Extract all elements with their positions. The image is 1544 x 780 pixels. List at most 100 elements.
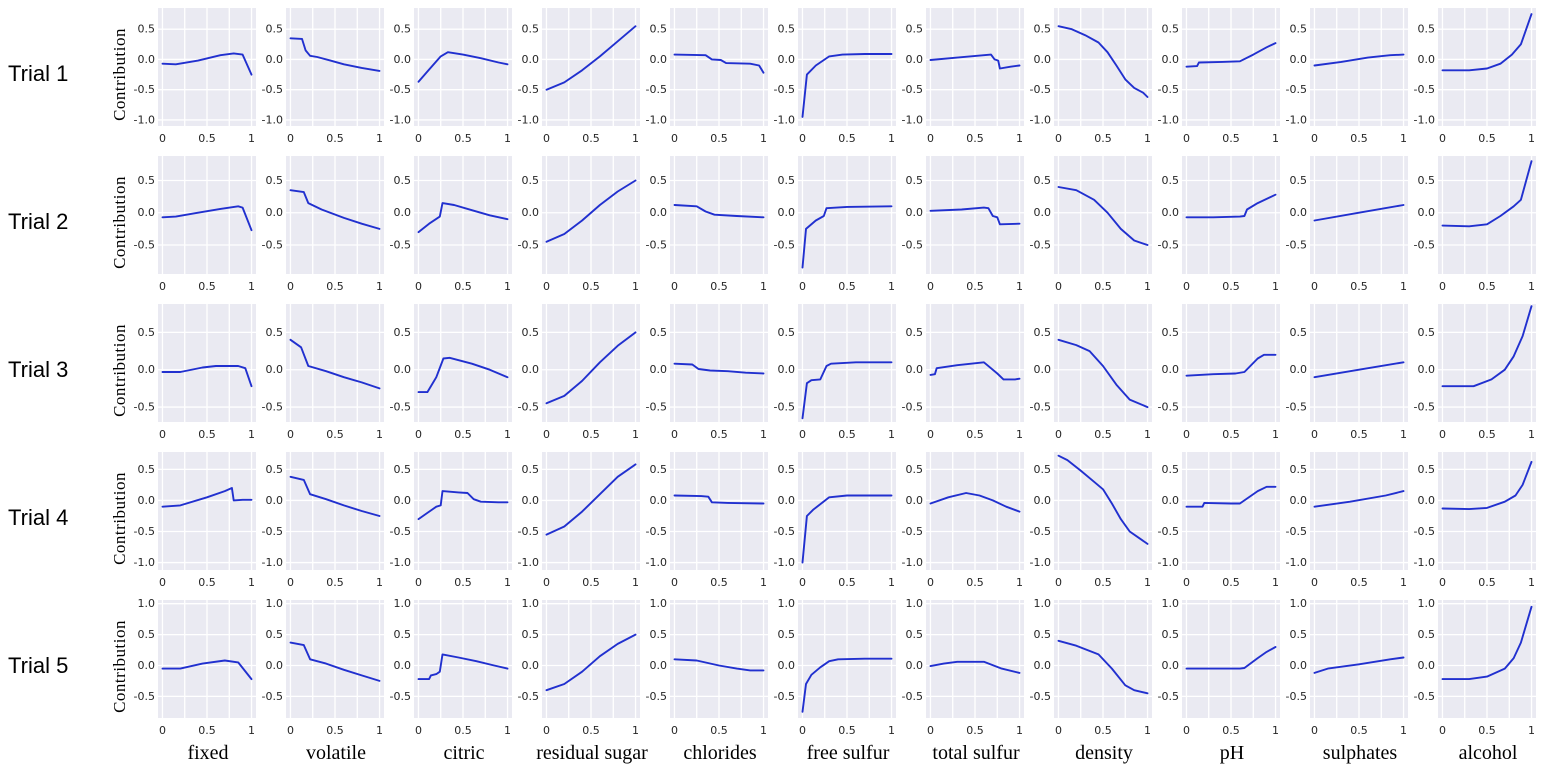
y-tick-label: 0.5 [1034, 174, 1052, 187]
column-label-cell: pH [1156, 740, 1284, 780]
subplot-trial-2-free-sulfur: 0.5 0.0 -0.5 0 0.5 1 [774, 156, 896, 293]
y-tick-label: 1.0 [1418, 597, 1436, 610]
y-tick-label: 0.5 [650, 628, 668, 641]
y-tick-label: -0.5 [902, 238, 923, 251]
x-tick-label: 1 [1016, 132, 1023, 145]
y-tick-label: 0.5 [266, 174, 284, 187]
x-tick-label: 0 [1311, 576, 1318, 589]
y-tick-label: 0.5 [778, 326, 796, 339]
panel-cell: 0.5 0.0 -0.5 0 0.5 1 [260, 148, 388, 296]
x-tick-label: 1 [760, 724, 767, 737]
panel-cell: 0.5 0.0 -0.5 0 0.5 1 [644, 296, 772, 444]
x-tick-label: 0.5 [1094, 576, 1112, 589]
x-tick-label: 0 [1439, 576, 1446, 589]
subplot-trial-3-total-sulfur: 0.5 0.0 -0.5 0 0.5 1 [902, 304, 1024, 441]
y-tick-label: 0.0 [1418, 363, 1436, 376]
subplot-trial-1-volatile: 0.5 0.0 -0.5 -1.0 0 0.5 1 [262, 8, 384, 145]
panel-cell: 0.5 0.0 -0.5 -1.0 0 0.5 1 [1284, 444, 1412, 592]
subplot-trial-1-chlorides: 0.5 0.0 -0.5 -1.0 0 0.5 1 [646, 8, 768, 145]
panel-cell: 0.5 0.0 -0.5 -1.0 0 0.5 1 [132, 444, 260, 592]
y-tick-label: -1.0 [902, 556, 923, 569]
subplot-trial-3-chlorides: 0.5 0.0 -0.5 0 0.5 1 [646, 304, 768, 441]
subplot-trial-4-alcohol: 0.5 0.0 -0.5 -1.0 0 0.5 1 [1414, 452, 1536, 589]
subplot-trial-3-residual-sugar: 0.5 0.0 -0.5 0 0.5 1 [518, 304, 640, 441]
subplot-trial-3-free-sulfur: 0.5 0.0 -0.5 0 0.5 1 [774, 304, 896, 441]
x-tick-label: 0 [799, 132, 806, 145]
y-tick-label: 0.0 [394, 494, 412, 507]
x-tick-label: 0.5 [710, 724, 728, 737]
y-tick-label: -1.0 [1414, 556, 1435, 569]
contribution-curve [673, 362, 765, 375]
y-tick-label: -0.5 [1414, 238, 1435, 251]
x-tick-label: 0 [287, 132, 294, 145]
x-tick-label: 1 [504, 280, 511, 293]
y-tick-label: 1.0 [1162, 597, 1180, 610]
subplot-trial-5-fixed: 1.0 0.5 0.0 -0.5 0 0.5 1 [134, 597, 256, 737]
y-tick-label: 0.5 [778, 23, 796, 36]
x-tick-label: 0.5 [454, 576, 472, 589]
x-tick-label: 0 [1311, 724, 1318, 737]
x-tick-label: 1 [760, 280, 767, 293]
panel-cell: 0.5 0.0 -0.5 -1.0 0 0.5 1 [644, 444, 772, 592]
contribution-curve [1057, 454, 1149, 545]
x-tick-label: 0.5 [966, 132, 984, 145]
contribution-curve [1185, 353, 1277, 377]
x-tick-label: 0 [1055, 280, 1062, 293]
x-tick-label: 0 [1055, 576, 1062, 589]
y-tick-label: -0.5 [774, 525, 795, 538]
contribution-curve [1441, 305, 1533, 388]
x-tick-label: 0.5 [1222, 724, 1240, 737]
contribution-curve [545, 633, 637, 692]
contribution-curve [289, 37, 381, 72]
x-tick-label: 0 [1439, 724, 1446, 737]
y-tick-label: -0.5 [1414, 83, 1435, 96]
panel-cell: 1.0 0.5 0.0 -0.5 0 0.5 1 [1284, 592, 1412, 740]
y-tick-label: 0.5 [1034, 628, 1052, 641]
y-tick-label: -0.5 [1414, 401, 1435, 414]
contribution-curve [417, 356, 509, 394]
subplot-trial-2-pH: 0.5 0.0 -0.5 0 0.5 1 [1158, 156, 1280, 293]
y-tick-label: 1.0 [778, 597, 796, 610]
subplot-trial-2-fixed: 0.5 0.0 -0.5 0 0.5 1 [134, 156, 256, 293]
x-tick-label: 0 [159, 428, 166, 441]
x-tick-label: 0.5 [326, 132, 344, 145]
y-axis-title: Contribution [110, 471, 129, 565]
y-tick-label: -0.5 [262, 401, 283, 414]
x-tick-label: 1 [248, 428, 255, 441]
subplot-trial-1-citric: 0.5 0.0 -0.5 -1.0 0 0.5 1 [390, 8, 512, 145]
x-tick-label: 1 [760, 576, 767, 589]
x-tick-label: 0 [415, 576, 422, 589]
x-tick-label: 1 [248, 280, 255, 293]
feature-label: residual sugar [536, 742, 648, 764]
y-tick-label: 0.0 [522, 363, 540, 376]
x-tick-label: 0.5 [198, 280, 216, 293]
panel-cell: 0.5 0.0 -0.5 0 0.5 1 [900, 296, 1028, 444]
y-tick-label: -0.5 [1414, 690, 1435, 703]
y-tick-label: 0.0 [394, 659, 412, 672]
x-tick-label: 1 [1272, 576, 1279, 589]
y-tick-label: -0.5 [262, 525, 283, 538]
panel-cell: 0.5 0.0 -0.5 -1.0 0 0.5 1 [1284, 0, 1412, 148]
y-tick-label: 0.5 [1290, 23, 1308, 36]
panel-cell: 0.5 0.0 -0.5 -1.0 0 0.5 1 [644, 0, 772, 148]
y-tick-label: 0.5 [650, 463, 668, 476]
panel-cell: 0.5 0.0 -0.5 0 0.5 1 [1412, 296, 1540, 444]
subplot-trial-4-residual-sugar: 0.5 0.0 -0.5 -1.0 0 0.5 1 [518, 452, 640, 589]
x-tick-label: 0 [543, 724, 550, 737]
subplot-trial-1-sulphates: 0.5 0.0 -0.5 -1.0 0 0.5 1 [1286, 8, 1408, 145]
y-tick-label: 0.0 [778, 494, 796, 507]
y-tick-label: 0.5 [394, 174, 412, 187]
y-tick-label: -0.5 [1030, 83, 1051, 96]
y-tick-label: 0.0 [1418, 206, 1436, 219]
panel-cell: 0.5 0.0 -0.5 0 0.5 1 [516, 148, 644, 296]
y-tick-label: -0.5 [262, 238, 283, 251]
y-tick-label: -0.5 [774, 690, 795, 703]
y-tick-label: -0.5 [902, 83, 923, 96]
x-tick-label: 0.5 [1094, 724, 1112, 737]
y-tick-label: -1.0 [1030, 113, 1051, 126]
panel-cell: 0.5 0.0 -0.5 0 0.5 1 [388, 296, 516, 444]
x-tick-label: 0 [543, 280, 550, 293]
x-tick-label: 0.5 [326, 576, 344, 589]
subplot-trial-2-citric: 0.5 0.0 -0.5 0 0.5 1 [390, 156, 512, 293]
